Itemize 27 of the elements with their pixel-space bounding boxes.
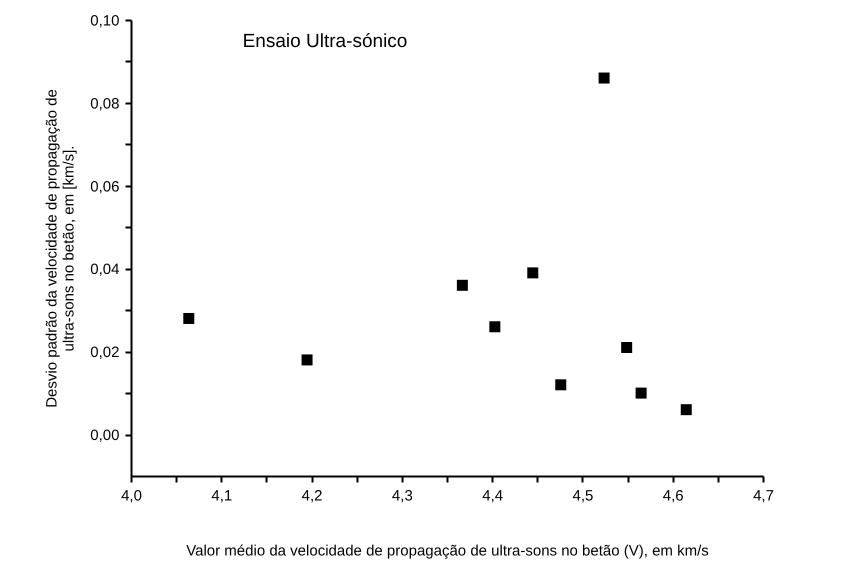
point bbox=[636, 388, 647, 399]
point bbox=[527, 267, 538, 278]
y-tick-label: 0,06 bbox=[90, 178, 120, 196]
annotation: Ensaio Ultra-sónico bbox=[242, 31, 408, 52]
y-tick-label: 0,00 bbox=[90, 427, 120, 444]
point bbox=[598, 72, 610, 84]
y-tick-label: 0,10 bbox=[90, 12, 120, 30]
y-axis-title: Desvio padrão da velocidade de propagação de ultra-sons no betão, em [km/s]. bbox=[43, 89, 78, 408]
x-tick-label: 4,6 bbox=[662, 488, 684, 504]
x-tick-label: 4,5 bbox=[572, 488, 594, 504]
point bbox=[489, 321, 500, 332]
x-tick-label: 4,3 bbox=[392, 488, 413, 504]
x-tick-label: 4,2 bbox=[302, 488, 322, 504]
x-tick-label: 4,7 bbox=[753, 488, 774, 504]
point bbox=[302, 354, 313, 366]
x-tick-label: 4,1 bbox=[211, 488, 232, 504]
y-tick-label: 0,08 bbox=[90, 95, 120, 112]
point bbox=[621, 342, 632, 353]
x-tick-label: 4,4 bbox=[482, 488, 504, 504]
y-tick-label: 0,04 bbox=[90, 261, 120, 278]
point bbox=[456, 280, 468, 291]
point bbox=[555, 379, 566, 390]
x-tick-label: 4,0 bbox=[121, 488, 142, 504]
x-axis-title: Valor médio da velocidade de propagação de ultra-sons no betão (V), em km/s bbox=[186, 542, 709, 560]
y-tick-label: 0,02 bbox=[90, 344, 120, 362]
point bbox=[680, 404, 692, 416]
point bbox=[183, 312, 194, 324]
